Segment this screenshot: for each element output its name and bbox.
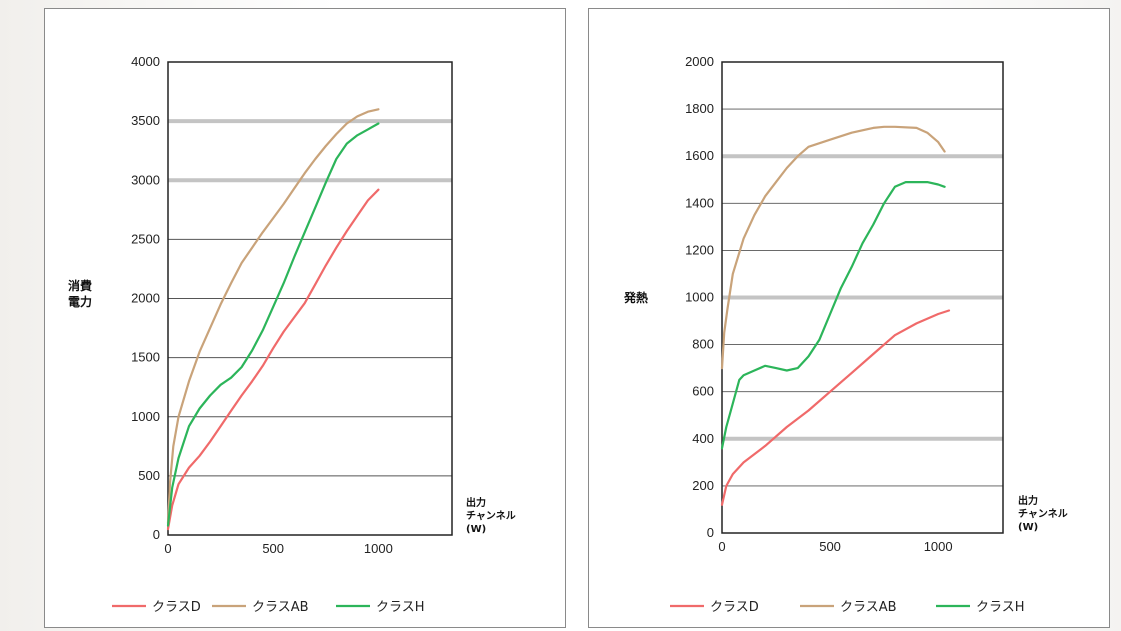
y-tick-label: 1200 [685, 242, 714, 257]
x-tick-label: 1000 [364, 541, 393, 556]
y-tick-label: 4000 [131, 54, 160, 69]
x-tick-label: 500 [819, 539, 841, 554]
chart-2: 0 200 400 600 800 1000 1200 1400 1600 1800 2000 0 50… [623, 54, 1068, 615]
x-axis-label: チャンネル [1018, 508, 1068, 520]
y-tick-label: 800 [692, 337, 714, 352]
series-line [720, 181, 946, 450]
x-axis-label: 出力 [466, 496, 486, 509]
y-tick-label: 1600 [685, 148, 714, 163]
x-axis-label: 出力 [1018, 494, 1038, 507]
series-line [720, 309, 951, 506]
y-tick-label: 1800 [685, 101, 714, 116]
plot-frame [721, 61, 1004, 534]
chart-1: 0 500 1000 1500 2000 2500 3000 3500 4000 0 500 1000… [68, 54, 516, 615]
y-tick-label: 600 [692, 384, 714, 399]
y-axis-label: 消費 [68, 278, 92, 293]
legend-label: クラスH [376, 600, 425, 615]
y-tick-label: 1000 [131, 409, 160, 424]
legend-label: クラスAB [840, 600, 897, 615]
series-line [166, 188, 380, 531]
x-tick-label: 0 [718, 539, 725, 554]
chart-panel-heat [588, 8, 1110, 628]
y-tick-label: 500 [138, 468, 160, 483]
series-line [720, 125, 946, 370]
y-tick-label: 200 [692, 478, 714, 493]
y-tick-label: 1400 [685, 195, 714, 210]
legend-label: クラスD [710, 600, 759, 615]
y-tick-label: 2500 [131, 231, 160, 246]
legend-label: クラスH [976, 600, 1025, 615]
y-tick-label: 3000 [131, 172, 160, 187]
legend-label: クラスD [152, 600, 201, 615]
series-line [166, 108, 380, 525]
y-tick-label: 0 [707, 525, 714, 540]
series-line [166, 122, 380, 527]
legend-label: クラスAB [252, 600, 309, 615]
y-tick-label: 1000 [685, 290, 714, 305]
x-tick-label: 0 [164, 541, 171, 556]
y-tick-label: 400 [692, 431, 714, 446]
y-axis-label: 発熱 [623, 290, 648, 305]
y-tick-label: 3500 [131, 113, 160, 128]
x-axis-label: (W) [466, 524, 486, 535]
y-tick-label: 0 [153, 527, 160, 542]
x-tick-label: 500 [262, 541, 284, 556]
y-tick-label: 2000 [685, 54, 714, 69]
x-axis-label: (W) [1018, 522, 1038, 533]
plot-frame [167, 61, 453, 536]
y-tick-label: 1500 [131, 350, 160, 365]
x-axis-label: チャンネル [466, 510, 516, 522]
y-axis-label: 電力 [68, 294, 92, 309]
y-tick-label: 2000 [131, 291, 160, 306]
chart-panel-power [44, 8, 566, 628]
x-tick-label: 1000 [924, 539, 953, 554]
